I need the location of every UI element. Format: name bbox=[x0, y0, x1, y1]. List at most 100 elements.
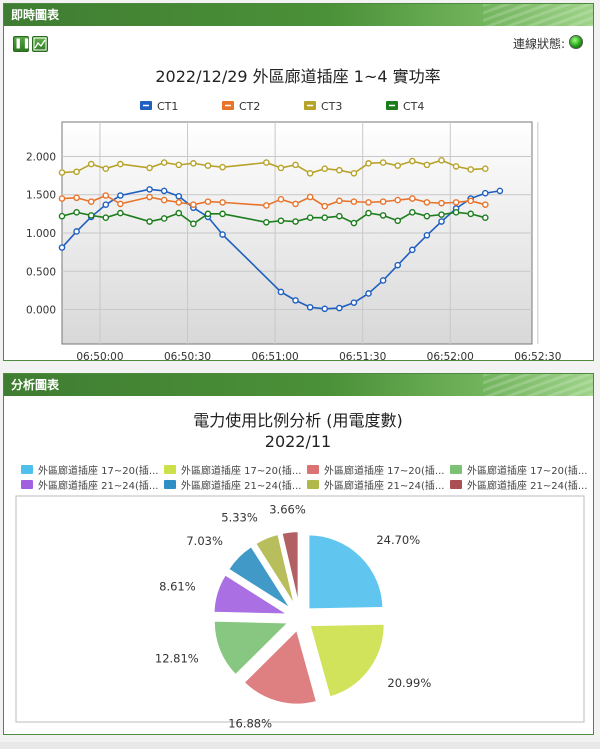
x-tick-label: 06:52:00 bbox=[427, 351, 474, 360]
data-point-ct4 bbox=[277, 217, 285, 225]
realtime-panel-title: 即時圖表 bbox=[11, 8, 60, 22]
pie-legend-label: 外區廊道插座 17~20(插... bbox=[38, 464, 158, 477]
data-point-ct2 bbox=[175, 199, 183, 206]
data-point-ct1 bbox=[365, 290, 372, 297]
data-point-ct3 bbox=[350, 169, 358, 177]
pie-legend-swatch bbox=[307, 480, 319, 489]
pie-legend-item: 外區廊道插座 21~24(插... bbox=[450, 479, 587, 492]
legend-item-ct2: CT2 bbox=[222, 100, 260, 113]
data-point-ct1 bbox=[292, 297, 299, 304]
data-point-ct3 bbox=[481, 165, 489, 172]
data-point-ct2 bbox=[102, 192, 110, 199]
legend-item-ct3: CT3 bbox=[304, 100, 342, 113]
data-point-ct3 bbox=[204, 162, 212, 169]
data-point-ct3 bbox=[336, 166, 343, 174]
pie-legend-swatch bbox=[164, 480, 176, 489]
pie-data-label: 5.33% bbox=[221, 510, 258, 524]
data-point-ct4 bbox=[58, 212, 66, 220]
pie-data-label: 20.99% bbox=[387, 676, 431, 690]
pause-button[interactable]: ❚❚ bbox=[13, 36, 31, 52]
data-point-ct4 bbox=[117, 209, 124, 217]
pie-legend-swatch bbox=[307, 465, 319, 474]
data-point-ct2 bbox=[350, 198, 358, 205]
data-point-ct4 bbox=[292, 218, 299, 225]
data-point-ct2 bbox=[365, 199, 372, 206]
pie-legend-label: 外區廊道插座 17~20(插... bbox=[324, 464, 444, 477]
pie-slice bbox=[226, 544, 293, 611]
data-point-ct3 bbox=[438, 156, 445, 164]
data-point-ct1 bbox=[117, 192, 124, 199]
legend-item-ct4: CT4 bbox=[386, 100, 424, 113]
legend-label-ct3: CT3 bbox=[321, 100, 342, 113]
data-point-ct3 bbox=[467, 166, 474, 173]
data-point-ct4 bbox=[87, 212, 95, 219]
pie-legend-swatch bbox=[21, 465, 33, 474]
data-point-ct4 bbox=[321, 214, 329, 221]
data-point-ct4 bbox=[438, 211, 445, 218]
data-point-ct2 bbox=[423, 199, 431, 206]
data-point-ct3 bbox=[175, 161, 183, 169]
data-point-ct4 bbox=[467, 210, 474, 218]
data-point-ct1 bbox=[336, 304, 343, 312]
data-point-ct2 bbox=[438, 199, 445, 207]
data-point-ct2 bbox=[336, 197, 343, 205]
x-tick-label: 06:50:30 bbox=[164, 351, 211, 360]
pie-legend-swatch bbox=[450, 465, 462, 474]
data-point-ct4 bbox=[379, 212, 387, 219]
data-point-ct4 bbox=[336, 212, 343, 220]
data-point-ct2 bbox=[73, 194, 80, 202]
pie-legend-swatch bbox=[450, 480, 462, 489]
data-point-ct4 bbox=[481, 214, 489, 221]
data-point-ct3 bbox=[365, 160, 372, 167]
pie-slice bbox=[308, 622, 386, 699]
data-point-ct2 bbox=[190, 201, 197, 208]
data-point-ct4 bbox=[452, 209, 460, 216]
connection-status-label: 連線狀態: bbox=[512, 37, 565, 51]
data-point-ct3 bbox=[452, 163, 460, 170]
data-point-ct4 bbox=[365, 209, 372, 217]
pie-legend-item: 外區廊道插座 21~24(插... bbox=[21, 479, 158, 492]
data-point-ct1 bbox=[438, 218, 445, 225]
data-point-ct3 bbox=[73, 168, 80, 176]
data-point-ct2 bbox=[321, 202, 329, 210]
pie-legend-item: 外區廊道插座 17~20(插... bbox=[450, 464, 587, 477]
pie-data-label: 12.81% bbox=[155, 651, 199, 665]
legend-label-ct1: CT1 bbox=[157, 100, 178, 113]
header-decoration bbox=[483, 374, 593, 396]
analysis-chart-panel: 分析圖表 電力使用比例分析 (用電度數) 2022/11 外區廊道插座 17~20(… bbox=[3, 373, 594, 735]
line-chart-button[interactable] bbox=[32, 36, 48, 52]
pie-slice bbox=[307, 533, 385, 611]
realtime-panel-header: 即時圖表 bbox=[4, 4, 593, 26]
data-point-ct1 bbox=[481, 189, 489, 197]
data-point-ct2 bbox=[277, 196, 285, 203]
pie-legend-label: 外區廊道插座 21~24(插... bbox=[467, 479, 587, 492]
data-point-ct2 bbox=[306, 193, 314, 201]
data-point-ct3 bbox=[409, 157, 416, 165]
data-point-ct3 bbox=[394, 162, 402, 169]
data-point-ct2 bbox=[263, 202, 270, 209]
data-point-ct1 bbox=[146, 186, 153, 193]
data-point-ct1 bbox=[496, 187, 504, 195]
pie-slice bbox=[253, 532, 297, 608]
data-point-ct4 bbox=[102, 214, 110, 221]
pause-icon: ❚❚ bbox=[14, 38, 31, 49]
data-point-ct3 bbox=[379, 159, 387, 166]
data-point-ct2 bbox=[87, 198, 95, 205]
header-decoration bbox=[483, 4, 593, 26]
legend-label-ct2: CT2 bbox=[239, 100, 260, 113]
data-point-ct4 bbox=[350, 219, 358, 227]
data-point-ct3 bbox=[263, 159, 270, 166]
data-point-ct1 bbox=[306, 303, 314, 311]
data-point-ct1 bbox=[102, 201, 110, 208]
data-point-ct2 bbox=[219, 199, 226, 206]
data-point-ct4 bbox=[409, 209, 416, 216]
data-point-ct2 bbox=[379, 198, 387, 205]
data-point-ct4 bbox=[73, 209, 80, 216]
data-point-ct3 bbox=[87, 160, 95, 168]
data-point-ct1 bbox=[277, 288, 285, 296]
legend-label-ct4: CT4 bbox=[403, 100, 424, 113]
data-point-ct2 bbox=[481, 201, 489, 208]
data-point-ct1 bbox=[160, 187, 168, 195]
data-point-ct4 bbox=[190, 220, 197, 228]
data-point-ct2 bbox=[467, 197, 474, 205]
